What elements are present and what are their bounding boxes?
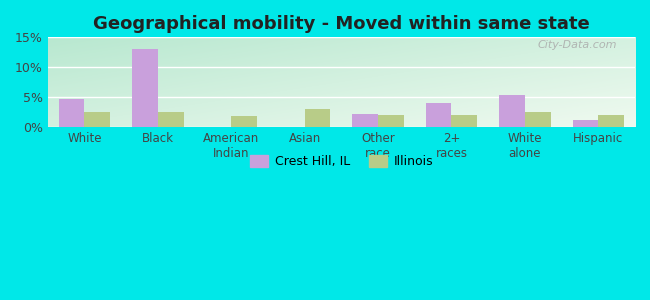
Bar	[426, 103, 452, 127]
Bar	[452, 115, 477, 127]
Text: City-Data.com: City-Data.com	[538, 40, 617, 50]
Bar	[525, 112, 551, 127]
Bar	[158, 112, 183, 127]
Bar	[231, 116, 257, 127]
Bar	[499, 95, 525, 127]
Bar	[598, 115, 624, 127]
Bar	[132, 49, 158, 127]
Legend: Crest Hill, IL, Illinois: Crest Hill, IL, Illinois	[244, 150, 438, 173]
Bar	[352, 114, 378, 127]
Bar	[84, 112, 110, 127]
Title: Geographical mobility - Moved within same state: Geographical mobility - Moved within sam…	[93, 15, 590, 33]
Bar	[573, 120, 598, 127]
Bar	[378, 115, 404, 127]
Bar	[58, 99, 84, 127]
Bar	[305, 109, 330, 127]
